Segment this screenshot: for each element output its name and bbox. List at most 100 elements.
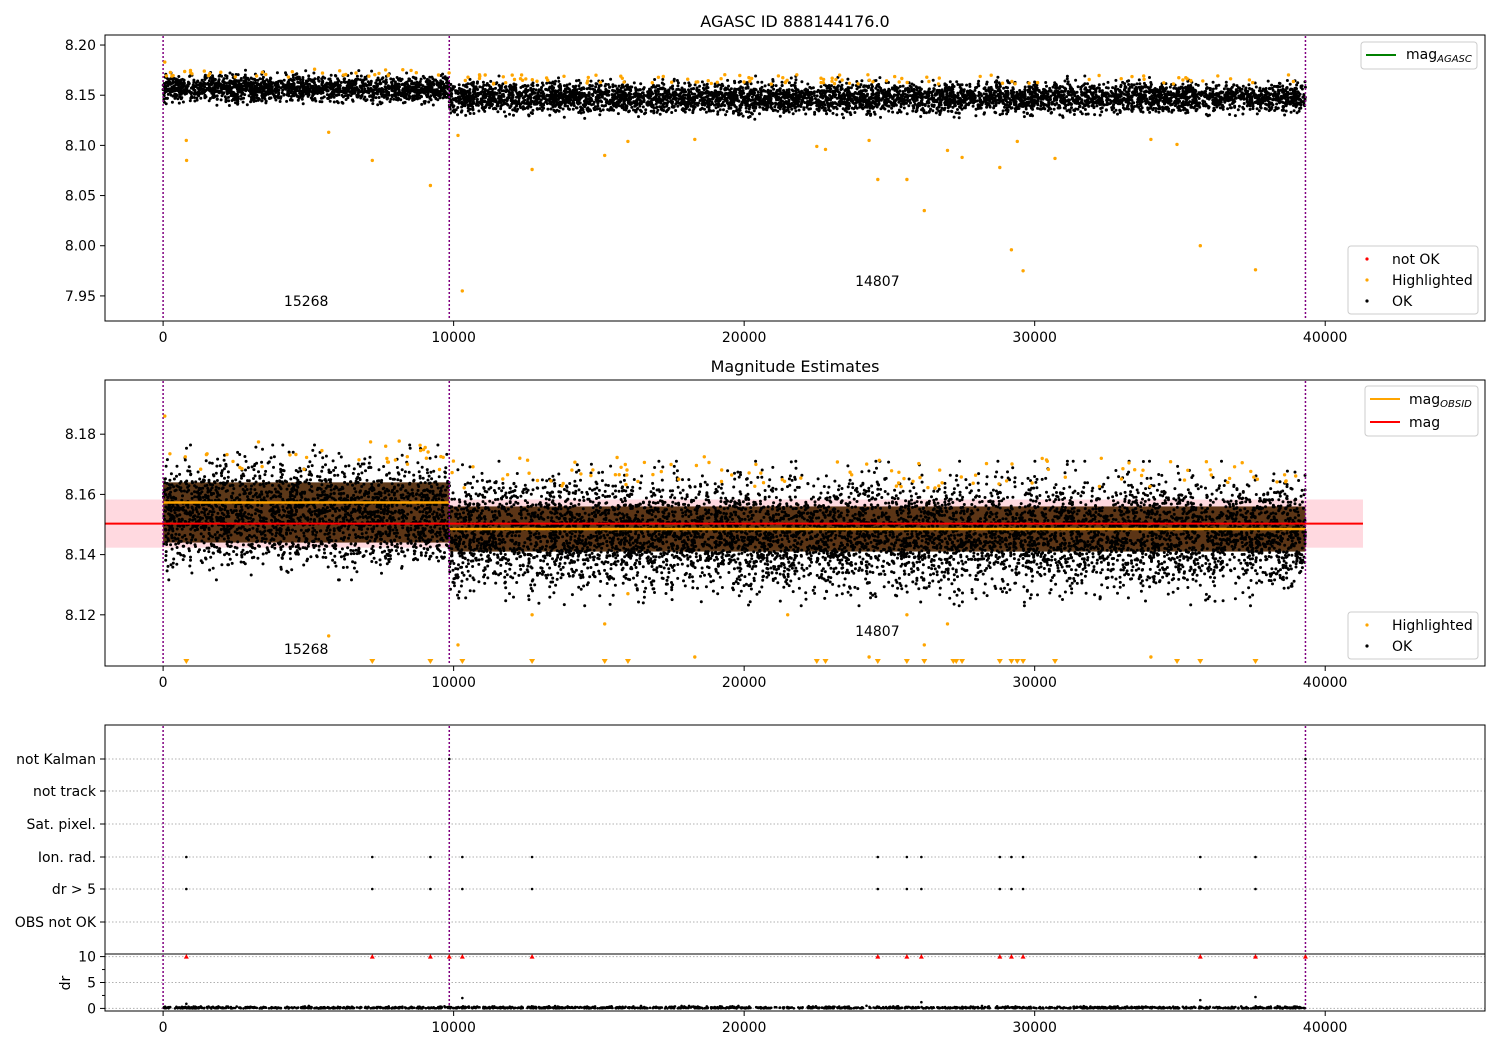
ok-point [214, 83, 217, 87]
ok-point [794, 78, 798, 82]
ok-point [1296, 90, 1300, 94]
ok-point [401, 101, 405, 105]
ok-point [436, 98, 440, 102]
ok-point [227, 84, 231, 88]
ok-point [217, 74, 221, 78]
ok-point [813, 110, 817, 114]
ok-point [298, 91, 302, 95]
ok-point [426, 82, 430, 86]
ok-point [249, 76, 253, 80]
ok-point [1112, 103, 1116, 107]
ok-point [190, 94, 194, 98]
ok-point [1125, 79, 1129, 83]
ok-point [429, 85, 433, 89]
ok-point [867, 84, 871, 88]
ok-point [374, 96, 378, 100]
ok-point [431, 77, 435, 81]
ok-point [414, 76, 418, 80]
ok-point [387, 91, 391, 95]
ok-point [320, 77, 324, 81]
ok-point [375, 82, 379, 86]
ok-point [327, 95, 331, 99]
ok-point [1083, 74, 1087, 78]
ok-point [1093, 113, 1097, 117]
ok-point [716, 112, 720, 116]
ok-point [192, 78, 196, 82]
ok-point [905, 112, 909, 116]
ok-point [1092, 106, 1096, 110]
ok-point [1076, 85, 1080, 89]
ok-point [251, 94, 255, 98]
ok-point [247, 78, 251, 82]
ok-point [164, 86, 168, 89]
ok-point [420, 102, 424, 106]
ok-point [411, 75, 415, 79]
ok-point [334, 93, 338, 97]
ok-point [404, 95, 408, 98]
ok-point [785, 108, 789, 112]
ok-point [342, 77, 346, 81]
ok-point [789, 76, 793, 80]
ok-point [832, 85, 836, 89]
ok-point [431, 103, 435, 107]
ok-point [366, 80, 370, 84]
ok-point [1167, 107, 1171, 111]
ok-point [780, 80, 784, 84]
ok-point [956, 108, 959, 111]
ok-point [386, 84, 390, 88]
ok-point [236, 86, 240, 90]
ok-point [261, 94, 265, 98]
ok-point [1241, 112, 1245, 116]
ok-point [595, 82, 599, 86]
ok-point [171, 78, 175, 82]
ok-point [243, 73, 247, 77]
ok-point [262, 82, 266, 86]
ok-point [268, 78, 272, 82]
ok-point [183, 90, 187, 94]
ok-point [215, 97, 219, 101]
ok-point [507, 85, 511, 88]
ok-point [733, 81, 737, 85]
ok-point [650, 85, 654, 89]
ok-point [390, 89, 394, 92]
ok-point [269, 83, 273, 87]
ok-point [168, 91, 172, 94]
ok-point [738, 106, 742, 110]
ok-point [215, 103, 219, 107]
ok-point [504, 85, 508, 89]
ok-point [1086, 82, 1089, 86]
ok-point [290, 83, 294, 86]
ok-point [825, 112, 828, 116]
ok-point [1022, 110, 1026, 114]
ok-point [504, 114, 508, 118]
ok-point [164, 102, 168, 106]
ok-point [353, 83, 357, 87]
ok-point [234, 101, 237, 105]
ok-point [192, 96, 196, 99]
ok-point [207, 99, 211, 103]
ok-point [294, 73, 298, 76]
ok-point [347, 93, 351, 97]
ok-point [174, 94, 178, 98]
ok-point [729, 87, 733, 91]
ok-point [1241, 84, 1245, 88]
ok-point [401, 82, 405, 86]
ok-point [249, 88, 253, 92]
ok-point [747, 110, 751, 114]
ok-point [670, 85, 674, 89]
ok-point [294, 93, 298, 96]
ok-point [336, 88, 339, 92]
ok-point [188, 99, 192, 103]
ok-point [617, 84, 621, 88]
ok-point [201, 89, 205, 93]
ok-point [206, 87, 210, 91]
ok-point [375, 89, 379, 93]
ok-point [744, 110, 748, 114]
ok-point [420, 95, 423, 99]
ok-point [395, 82, 399, 86]
ok-point [285, 99, 289, 103]
ok-point [199, 96, 203, 100]
ok-point [332, 100, 336, 104]
ok-point [310, 98, 314, 102]
ok-point [1150, 94, 1154, 98]
